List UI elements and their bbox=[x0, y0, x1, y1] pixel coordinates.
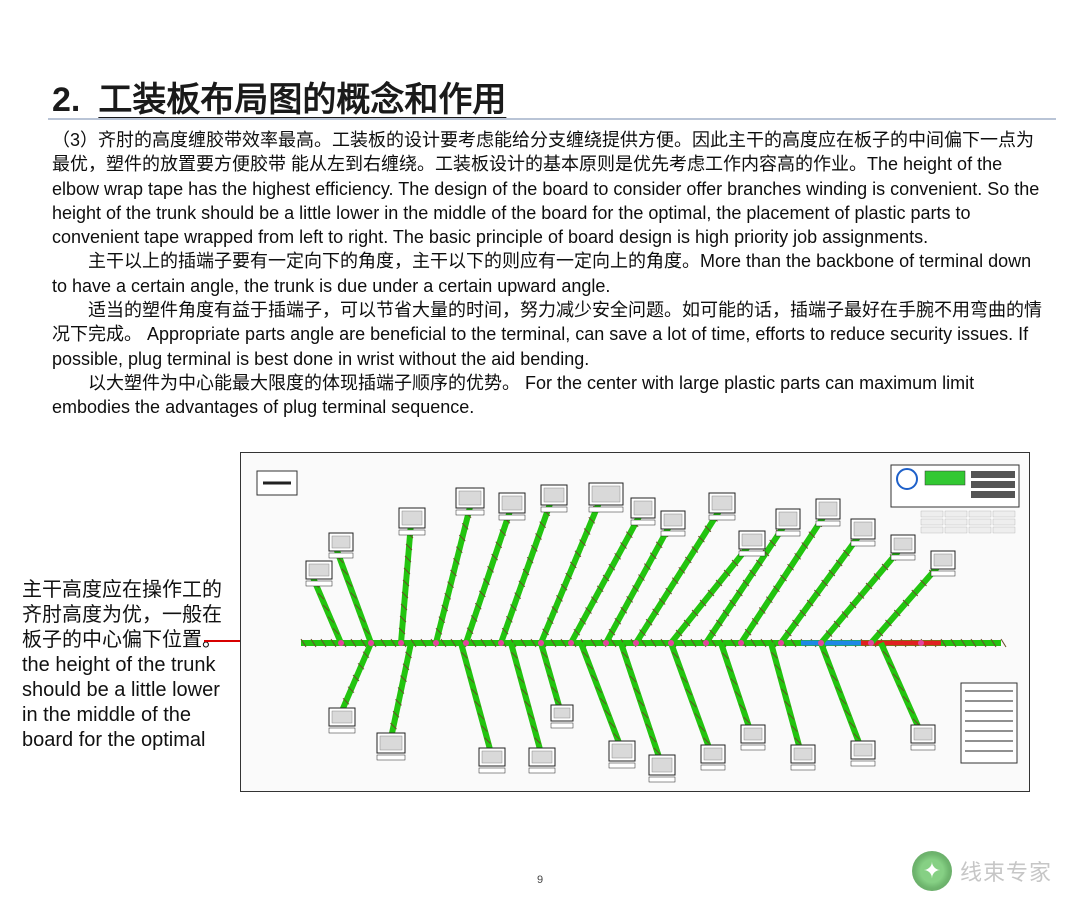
watermark: ✦ 线束专家 bbox=[912, 851, 1052, 891]
paragraph-1: （3）齐肘的高度缠胶带效率最高。工装板的设计要考虑能给分支缠绕提供方便。因此主干… bbox=[52, 128, 1048, 249]
heading-underline bbox=[48, 118, 1056, 120]
section-heading: 2. 工装板布局图的概念和作用 bbox=[52, 72, 506, 121]
body-text: （3）齐肘的高度缠胶带效率最高。工装板的设计要考虑能给分支缠绕提供方便。因此主干… bbox=[52, 128, 1048, 420]
page-root: 2. 工装板布局图的概念和作用 （3）齐肘的高度缠胶带效率最高。工装板的设计要考虑… bbox=[0, 0, 1080, 897]
p1-lead: （3） bbox=[52, 130, 98, 150]
wiring-diagram-svg bbox=[241, 453, 1031, 793]
heading-number: 2. bbox=[52, 81, 80, 120]
paragraph-4: 以大塑件为中心能最大限度的体现插端子顺序的优势。 For the center … bbox=[52, 371, 1048, 420]
paragraph-3: 适当的塑件角度有益于插端子，可以节省大量的时间，努力减少安全问题。如可能的话，插… bbox=[52, 298, 1048, 371]
paragraph-2: 主干以上的插端子要有一定向下的角度，主干以下的则应有一定向上的角度。More t… bbox=[52, 249, 1048, 298]
watermark-text: 线束专家 bbox=[960, 855, 1052, 887]
side-annotation: 主干高度应在操作工的齐肘高度为优，一般在板子的中心偏下位置。the height… bbox=[22, 578, 222, 753]
wiring-layout-figure bbox=[240, 452, 1030, 792]
p1-text: 齐肘的高度缠胶带效率最高。工装板的设计要考虑能给分支缠绕提供方便。因此主干的高度… bbox=[52, 130, 1039, 247]
heading-title: 工装板布局图的概念和作用 bbox=[98, 81, 506, 119]
wechat-icon: ✦ bbox=[912, 851, 952, 891]
